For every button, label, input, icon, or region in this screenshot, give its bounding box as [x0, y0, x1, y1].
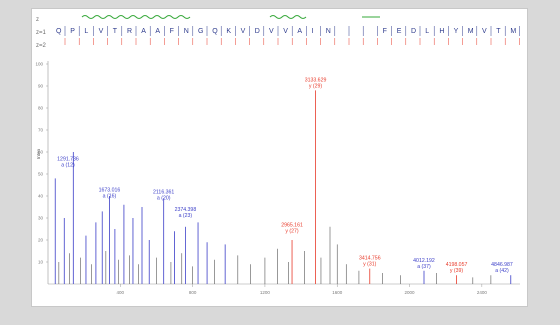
y-axis-label: Inten — [36, 148, 41, 159]
x-tick-label-1: 800 — [189, 290, 197, 295]
peak-mz-label-5: 3133.629 — [305, 77, 327, 83]
residue-26: L — [425, 28, 429, 35]
spectrum-panel: z z=1 z=2 Q P L V T R A A F N G Q K V D V V A I N F E D L H Y M V T M… — [31, 8, 528, 307]
residue-28: Y — [454, 28, 459, 35]
peak-mz-label-4: 2965.161 — [281, 223, 303, 229]
peak-mz-label-7: 4012.192 — [413, 258, 435, 264]
x-axis-ticks: 400 800 1200 1600 2000 2400 — [117, 284, 488, 295]
y-axis-ticks: 10 20 30 40 50 60 70 80 90 100 — [35, 62, 48, 265]
sequence-header: z z=1 z=2 Q P L V T R A A F N G Q K V D V V A I N F E D L H Y M V T M — [36, 15, 520, 49]
y-tick-label-1: 20 — [38, 238, 44, 243]
residue-5: R — [127, 28, 132, 35]
peak-ion-label-9: a (42) — [495, 268, 509, 274]
peak-ion-label-1: a (16) — [103, 193, 117, 199]
residue-16: V — [283, 28, 288, 35]
y-tick-label-0: 10 — [38, 260, 44, 265]
peak-series — [54, 90, 512, 284]
seq-row-label-1: z=1 — [36, 30, 47, 36]
residue-12: K — [226, 28, 231, 35]
y-tick-label-3: 40 — [38, 194, 44, 199]
peak-mz-label-0: 1291.736 — [57, 157, 79, 163]
peak-mz-label-1: 1673.016 — [99, 187, 121, 193]
y-tick-label-2: 30 — [38, 216, 44, 221]
y-tick-label-6: 70 — [38, 128, 44, 133]
y-tick-label-5: 60 — [38, 150, 44, 155]
helix-marker-2 — [269, 15, 307, 19]
residue-8: F — [170, 28, 174, 35]
residue-18: I — [312, 28, 314, 35]
peak-ion-label-6: y (31) — [363, 262, 377, 268]
seq-row-label-2: z=2 — [36, 43, 47, 49]
peak-mz-label-9: 4846.987 — [491, 262, 513, 268]
peak-ion-label-0: a (12) — [61, 163, 75, 169]
x-tick-label-2: 1200 — [260, 290, 271, 295]
residue-3: V — [99, 28, 104, 35]
ms-spectrum-chart: z z=1 z=2 Q P L V T R A A F N G Q K V D V V A I N F E D L H Y M V T M… — [35, 15, 520, 295]
residue-11: Q — [212, 28, 218, 35]
x-tick-label-3: 1600 — [332, 290, 343, 295]
x-tick-label-0: 400 — [117, 290, 125, 295]
peak-ion-label-3: a (23) — [179, 213, 193, 219]
peak-ion-label-2: a (20) — [157, 196, 171, 202]
residue-25: D — [411, 28, 416, 35]
peak-ion-label-5: y (29) — [309, 83, 323, 89]
residue-29: M — [468, 28, 474, 35]
residue-10: G — [198, 28, 203, 35]
residue-2: L — [84, 28, 88, 35]
peak-mz-label-3: 2374.398 — [175, 207, 197, 213]
x-tick-label-5: 2400 — [477, 290, 488, 295]
residue-7: A — [155, 28, 160, 35]
residue-0: Q — [56, 28, 62, 35]
residue-32: M — [510, 28, 516, 35]
peak-ion-label-7: a (37) — [417, 264, 431, 270]
residue-30: V — [482, 28, 487, 35]
residue-19: N — [326, 28, 331, 35]
helix-marker-1 — [81, 15, 191, 19]
seq-row-label-0: z — [36, 17, 39, 23]
sequence-fragment-ticks — [64, 26, 520, 45]
residue-6: A — [141, 28, 146, 35]
y-tick-label-7: 80 — [38, 106, 44, 111]
residue-15: V — [269, 28, 274, 35]
residue-9: N — [184, 28, 189, 35]
peak-mz-label-8: 4198.057 — [446, 262, 468, 268]
peak-mz-label-6: 3414.756 — [359, 256, 381, 262]
residue-13: V — [241, 28, 246, 35]
peak-ion-label-4: y (27) — [285, 229, 299, 235]
residue-14: D — [255, 28, 260, 35]
residue-27: H — [439, 28, 444, 35]
y-tick-label-8: 90 — [38, 84, 44, 89]
residue-17: A — [297, 28, 302, 35]
residue-1: P — [70, 28, 75, 35]
peak-mz-label-2: 2116.361 — [153, 190, 174, 196]
y-tick-label-9: 100 — [35, 62, 43, 67]
residue-4: T — [113, 28, 118, 35]
residue-24: E — [397, 28, 402, 35]
residue-31: T — [496, 28, 501, 35]
peak-ion-label-8: y (39) — [450, 268, 464, 274]
residue-23: F — [383, 28, 387, 35]
x-tick-label-4: 2000 — [405, 290, 416, 295]
y-tick-label-4: 50 — [38, 172, 44, 177]
